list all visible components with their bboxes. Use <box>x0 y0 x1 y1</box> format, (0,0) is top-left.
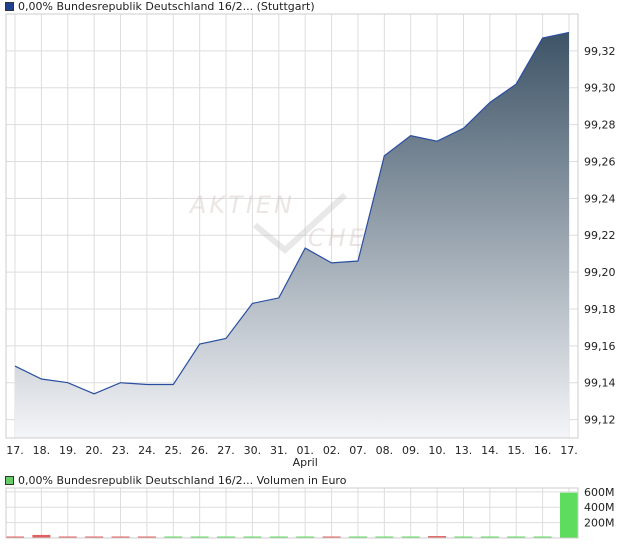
volume-bars <box>6 492 578 538</box>
price-x-tick-label: 08. <box>376 444 394 457</box>
volume-y-tick-label: 600M <box>584 486 615 499</box>
volume-y-tick-label: 200M <box>584 517 615 530</box>
price-x-tick-label: 23. <box>112 444 130 457</box>
price-x-tick-label: 30. <box>244 444 262 457</box>
watermark-check-icon <box>253 192 348 254</box>
price-x-tick-label: 24. <box>138 444 156 457</box>
price-x-tick-label: 27. <box>217 444 235 457</box>
volume-legend: 0,00% Bundesrepublik Deutschland 16/2...… <box>5 474 346 487</box>
volume-bar <box>164 536 183 538</box>
price-legend-label: 0,00% Bundesrepublik Deutschland 16/2...… <box>18 0 315 13</box>
price-legend: 0,00% Bundesrepublik Deutschland 16/2...… <box>5 0 315 13</box>
volume-bar <box>480 536 499 538</box>
volume-bar <box>428 536 447 538</box>
price-x-tick-label: 16. <box>534 444 552 457</box>
price-area <box>15 32 569 439</box>
price-x-tick-label: 25. <box>165 444 183 457</box>
price-y-tick-label: 99,26 <box>584 155 616 168</box>
volume-bar <box>243 536 262 538</box>
price-y-tick-label: 99,32 <box>584 45 616 58</box>
price-x-tick-label: 13. <box>455 444 473 457</box>
volume-bar <box>6 536 24 538</box>
price-plot-frame <box>5 13 579 439</box>
price-x-tick-label: 17. <box>6 444 24 457</box>
volume-y-tick-label: 400M <box>584 501 615 514</box>
volume-plot-frame <box>5 487 579 539</box>
price-y-tick-label: 99,18 <box>584 303 616 316</box>
price-x-tick-label: 02. <box>323 444 341 457</box>
volume-bar <box>533 536 552 538</box>
volume-bar <box>375 536 394 538</box>
price-x-tick-label: 31. <box>270 444 288 457</box>
price-y-tick-label: 99,22 <box>584 229 616 242</box>
price-x-tick-label: 09. <box>402 444 420 457</box>
volume-bar <box>190 536 209 538</box>
volume-grid <box>6 488 578 538</box>
volume-bar <box>507 536 526 538</box>
volume-bar <box>85 536 104 538</box>
price-y-tick-label: 99,24 <box>584 192 616 205</box>
price-y-tick-label: 99,20 <box>584 266 616 279</box>
volume-bar <box>32 534 51 538</box>
price-x-tick-label: 07. <box>349 444 367 457</box>
price-x-tick-label: 26. <box>191 444 209 457</box>
price-x-axis: 17. 18. 19. 20. 23. 24. 25. 26. 27. 30. 31. 01. 02. 0… <box>6 444 578 469</box>
price-y-tick-label: 99,16 <box>584 340 616 353</box>
price-legend-swatch <box>5 2 14 11</box>
price-x-tick-label: 14. <box>481 444 499 457</box>
watermark-text-aktien: AKTIEN <box>188 191 295 219</box>
volume-bar <box>322 536 341 538</box>
volume-bar <box>217 536 236 538</box>
volume-bar <box>137 536 156 538</box>
price-line <box>14 31 570 395</box>
volume-bar <box>269 536 288 538</box>
price-y-tick-label: 99,12 <box>584 414 616 427</box>
price-y-tick-label: 99,30 <box>584 82 616 95</box>
price-x-tick-label: 10. <box>428 444 446 457</box>
volume-bar <box>560 492 578 538</box>
volume-bar <box>111 536 130 538</box>
price-x-tick-label: 18. <box>33 444 51 457</box>
price-x-tick-label: 19. <box>59 444 77 457</box>
price-x-tick-label: 15. <box>507 444 525 457</box>
price-x-tick-label: 20. <box>85 444 103 457</box>
volume-legend-label: 0,00% Bundesrepublik Deutschland 16/2...… <box>18 474 347 487</box>
price-x-tick-label: 01. <box>296 444 314 457</box>
price-y-axis: 99,12 99,14 99,16 99,18 99,20 99,22 99,24 99,26… <box>584 45 616 427</box>
price-y-tick-label: 99,14 <box>584 377 616 390</box>
volume-bar <box>454 536 473 538</box>
price-x-month-label: April <box>293 456 318 469</box>
volume-bar <box>348 536 367 538</box>
volume-bar <box>401 536 420 538</box>
volume-legend-swatch <box>5 476 14 485</box>
price-x-tick-label: 17. <box>560 444 578 457</box>
volume-bar <box>296 536 315 538</box>
volume-bar <box>58 536 77 538</box>
volume-y-axis: 200M 400M 600M <box>584 486 615 530</box>
price-y-tick-label: 99,28 <box>584 119 616 132</box>
